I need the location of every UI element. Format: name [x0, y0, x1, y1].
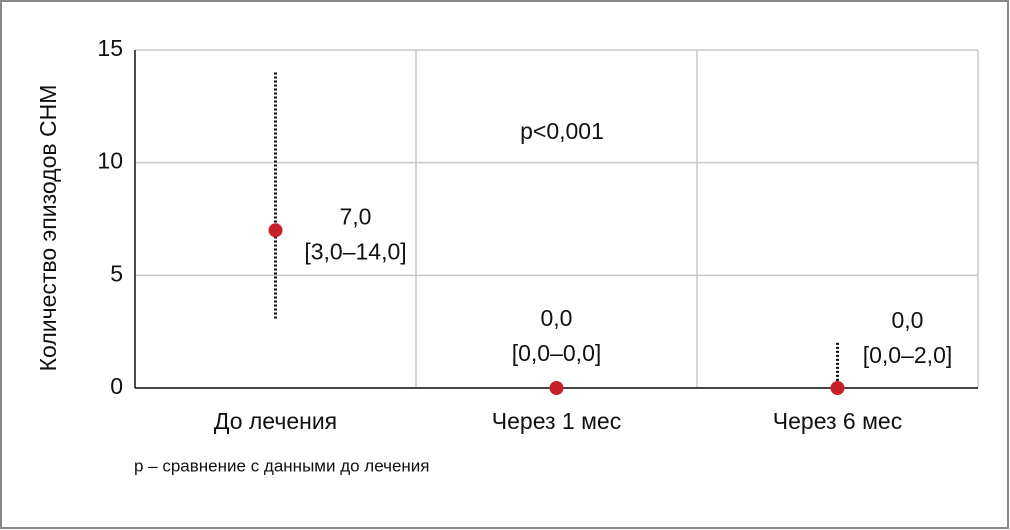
range-label: [0,0–2,0]: [863, 342, 953, 368]
x-tick-label: Через 1 мес: [492, 408, 621, 434]
value-label: 0,0: [541, 305, 573, 331]
annotation: p<0,001: [520, 118, 604, 144]
y-tick-label: 15: [97, 35, 123, 61]
median-point: [268, 223, 283, 238]
y-tick-label: 0: [110, 373, 123, 399]
median-point: [549, 381, 564, 395]
range-label: [3,0–14,0]: [304, 238, 406, 264]
value-label: 7,0: [340, 203, 372, 229]
y-tick-label: 5: [110, 260, 123, 286]
x-tick-label: Через 6 мес: [773, 408, 902, 434]
range-label: [0,0–0,0]: [512, 340, 602, 366]
median-point: [830, 381, 845, 395]
value-label: 0,0: [892, 307, 924, 333]
footnote: p – сравнение с данными до лечения: [134, 456, 430, 475]
x-tick-label: До лечения: [214, 408, 337, 434]
y-axis-label: Количество эпизодов СНМ: [35, 85, 61, 372]
y-tick-label: 10: [97, 148, 123, 174]
